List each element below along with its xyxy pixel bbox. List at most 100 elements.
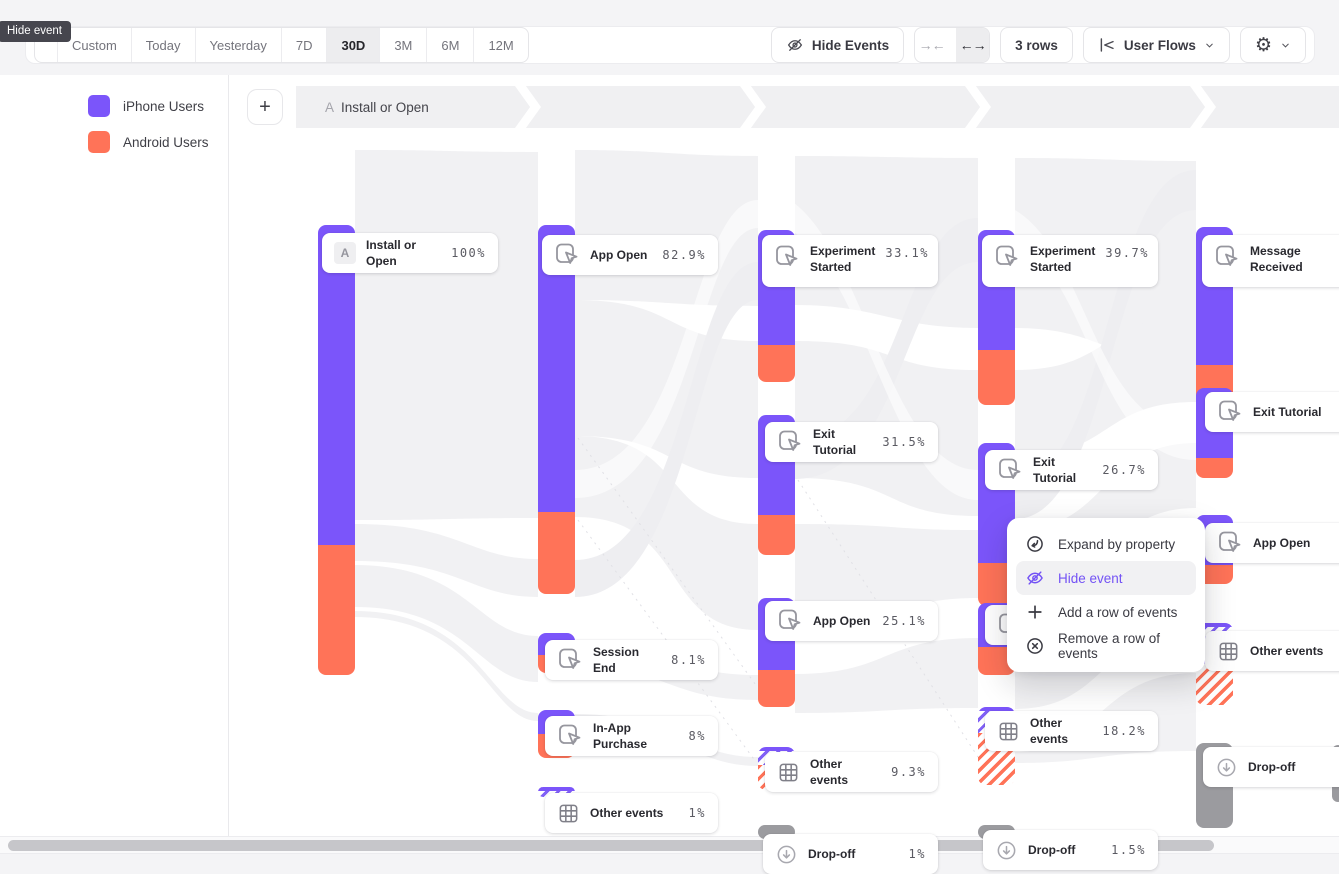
flow-node-message-received[interactable]: Message Received (1202, 235, 1339, 287)
flow-node-label: Exit Tutorial (1253, 404, 1322, 419)
date-range-tab-today[interactable]: Today (132, 28, 196, 62)
flow-node-value: 39.7% (1105, 246, 1149, 260)
bar-segment (1196, 458, 1233, 478)
legend-item[interactable]: iPhone Users (88, 95, 209, 117)
menu-item-hide-event[interactable]: Hide event (1016, 561, 1196, 595)
chevron-down-icon (1204, 40, 1215, 51)
step-letter-icon: A (334, 242, 356, 264)
user-flows-icon (1098, 36, 1116, 54)
settings-dropdown[interactable]: ⚙ (1239, 27, 1306, 63)
plus-icon (1025, 602, 1045, 622)
flow-node-label: Drop-off (1248, 759, 1296, 774)
flow-node-drop-off[interactable]: Drop-off 1% (763, 834, 938, 874)
flow-node-app-open[interactable]: App Open 82.9% (542, 235, 718, 275)
flow-node-other-events[interactable]: Other events (1205, 631, 1339, 671)
flow-node-label: Install or Open (366, 237, 417, 268)
flow-node-in-app-purchase[interactable]: In-App Purchase 8% (545, 716, 718, 756)
menu-item-label: Hide event (1058, 570, 1123, 586)
menu-item-add-a-row-of-events[interactable]: Add a row of events (1016, 595, 1196, 629)
menu-item-expand-by-property[interactable]: Expand by property (1016, 527, 1196, 561)
flow-node-exit-tutorial[interactable]: Exit Tutorial (1205, 392, 1339, 432)
flow-node-label: App Open (590, 247, 648, 262)
step-chevron-icon (1190, 86, 1216, 128)
flow-node-value: 9.3% (891, 765, 926, 779)
flow-node-exit-tutorial[interactable]: Exit Tutorial 26.7% (985, 450, 1158, 490)
drop-off-icon (995, 839, 1018, 862)
flow-node-label: Experiment Started (810, 244, 876, 275)
flow-node-session-end[interactable]: Session End 8.1% (545, 640, 718, 680)
bar-segment (1196, 565, 1233, 584)
flow-node-experiment-started[interactable]: Experiment Started 39.7% (982, 235, 1158, 287)
date-range-tab-custom[interactable]: Custom (58, 28, 132, 62)
flow-node-value: 8% (688, 729, 706, 743)
chevron-down-icon (1280, 40, 1291, 51)
flow-node-value: 8.1% (671, 653, 706, 667)
date-range-tab-6m[interactable]: 6M (427, 28, 475, 62)
legend-swatch (88, 131, 110, 153)
flow-bar-other-events[interactable] (538, 787, 575, 797)
add-step-button[interactable]: + (247, 89, 283, 125)
flow-node-exit-tutorial[interactable]: Exit Tutorial 31.5% (765, 422, 938, 462)
event-icon (1214, 244, 1240, 270)
calendar-icon[interactable] (35, 28, 58, 62)
flow-bar-app-open[interactable] (538, 225, 575, 594)
menu-item-label: Expand by property (1058, 536, 1176, 552)
flow-start-prefix: A (325, 99, 335, 115)
event-icon (997, 457, 1023, 483)
flow-node-other-events[interactable]: Other events 18.2% (985, 711, 1158, 751)
legend-label: iPhone Users (123, 98, 205, 114)
flow-node-label: Exit Tutorial (813, 426, 857, 457)
flow-node-app-open[interactable]: App Open (1205, 523, 1339, 563)
flow-node-drop-off[interactable]: Drop-off 1.5% (983, 830, 1158, 870)
date-range-tab-yesterday[interactable]: Yesterday (196, 28, 282, 62)
flow-node-value: 1% (908, 847, 926, 861)
collapse-columns-button[interactable]: →← (918, 37, 946, 53)
sidebar-divider (228, 75, 229, 836)
event-context-menu: Expand by property Hide event Add a row of… (1007, 518, 1205, 672)
flow-node-value: 31.5% (882, 435, 926, 449)
menu-item-remove-a-row-of-events[interactable]: Remove a row of events (1016, 629, 1196, 663)
flow-node-label: Session End (593, 644, 640, 675)
grid-icon (1217, 640, 1240, 663)
legend-item[interactable]: Android Users (88, 131, 209, 153)
date-range-tab-12m[interactable]: 12M (488, 37, 514, 53)
rows-label: 3 rows (1015, 37, 1058, 53)
date-range-tab-30d[interactable]: 30D (327, 28, 381, 62)
legend-label: Android Users (123, 134, 209, 150)
flow-bar-install-or-open[interactable] (318, 225, 355, 675)
legend-swatch (88, 95, 110, 117)
bar-segment (538, 787, 575, 797)
step-chevron-icon (965, 86, 991, 128)
grid-icon (777, 761, 800, 784)
event-icon (774, 244, 800, 270)
date-range-tab-7d[interactable]: 7D (282, 28, 328, 62)
flow-node-label: Other events (1030, 715, 1069, 746)
eye-off-icon (1025, 568, 1045, 588)
flow-step-header[interactable]: A Install or Open (296, 86, 1339, 128)
flow-node-drop-off[interactable]: Drop-off (1203, 747, 1339, 787)
flow-start-event: A Install or Open (325, 100, 429, 115)
flow-node-app-open[interactable]: App Open 25.1% (765, 601, 938, 641)
flow-node-other-events[interactable]: Other events 9.3% (765, 752, 938, 792)
scrollbar-thumb[interactable] (8, 840, 1214, 851)
flow-node-label: Message Received (1250, 244, 1303, 275)
event-icon (994, 244, 1020, 270)
drop-off-icon (1215, 756, 1238, 779)
flow-node-label: Other events (810, 756, 849, 787)
toolbar: Custom Today Yesterday 7D 30D 3M 6M 12M Hide Ev… (25, 26, 1315, 64)
menu-item-label: Add a row of events (1058, 604, 1178, 620)
gear-icon: ⚙ (1254, 33, 1272, 56)
hide-events-button[interactable]: Hide Events (770, 27, 905, 63)
circle-x-icon (1025, 636, 1045, 656)
bar-segment (758, 515, 795, 555)
chart-type-dropdown[interactable]: User Flows (1082, 27, 1230, 63)
date-range-tab-3m[interactable]: 3M (380, 28, 428, 62)
flow-node-experiment-started[interactable]: Experiment Started 33.1% (762, 235, 938, 287)
flow-node-install-or-open[interactable]: A Install or Open 100% (322, 233, 498, 273)
expand-columns-button[interactable]: ←→ (956, 28, 990, 62)
flow-node-value: 100% (451, 246, 486, 260)
rows-button[interactable]: 3 rows (1000, 27, 1073, 63)
flow-node-other-events[interactable]: Other events 1% (545, 793, 718, 833)
flow-node-label: Drop-off (808, 846, 856, 861)
flow-node-value: 82.9% (662, 248, 706, 262)
